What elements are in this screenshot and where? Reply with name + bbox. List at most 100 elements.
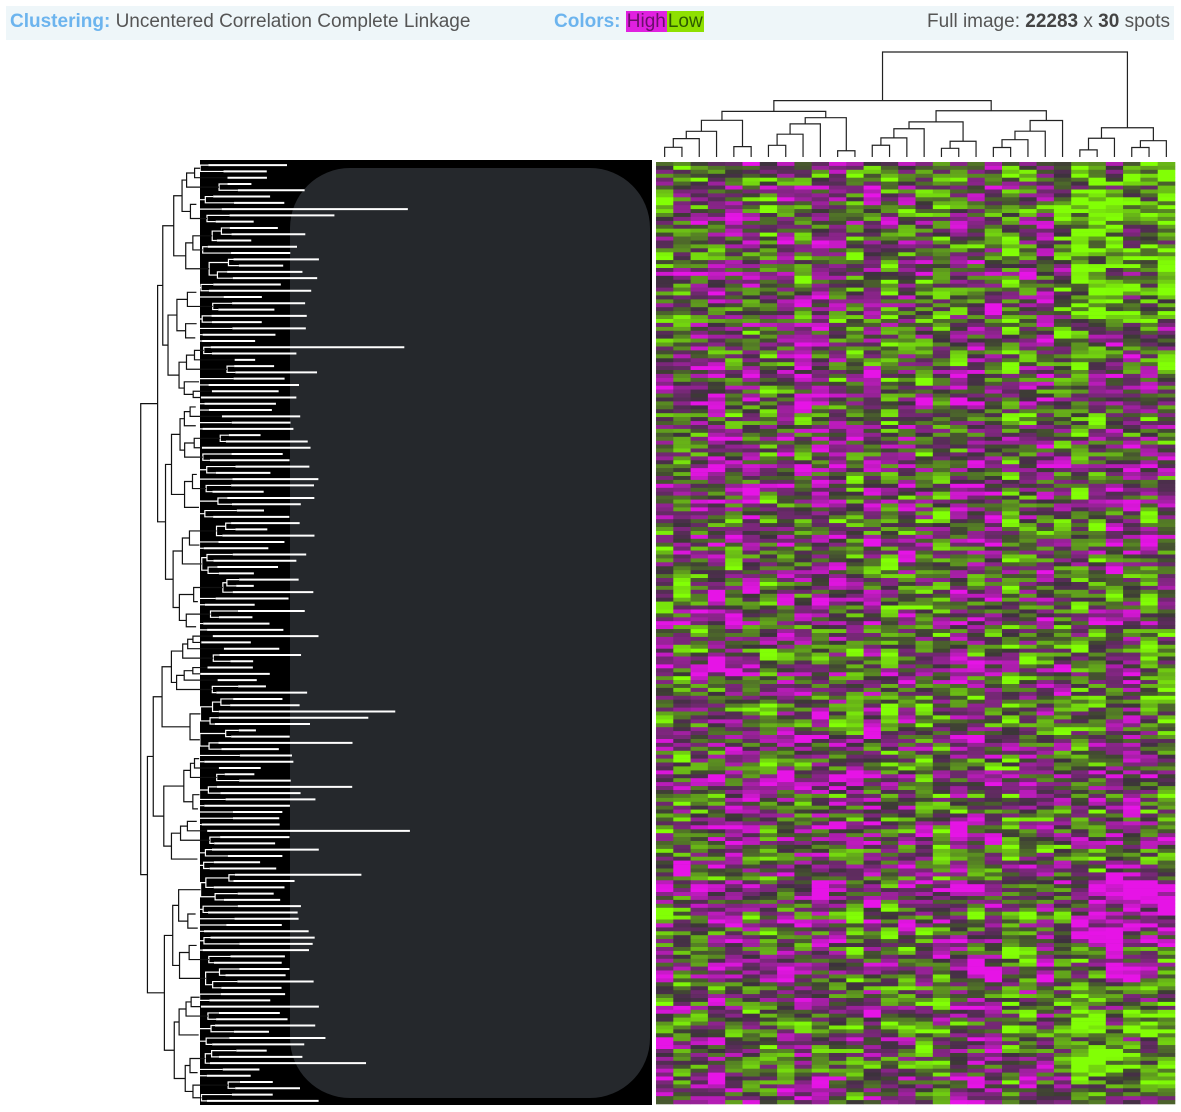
heatmap-cell bbox=[794, 279, 812, 284]
heatmap-cell bbox=[673, 644, 691, 649]
heatmap-cell bbox=[984, 177, 1003, 182]
heatmap-cell bbox=[1140, 640, 1158, 645]
heatmap-cell bbox=[950, 252, 968, 257]
heatmap-cell bbox=[984, 660, 1003, 665]
heatmap-cell bbox=[829, 460, 847, 465]
heatmap-cell bbox=[1053, 652, 1072, 657]
heatmap-cell bbox=[1157, 417, 1176, 422]
heatmap-cell bbox=[690, 793, 709, 799]
heatmap-cell bbox=[829, 370, 847, 375]
heatmap-cell bbox=[829, 448, 847, 453]
heatmap-cell bbox=[984, 401, 1003, 406]
heatmap-cell bbox=[846, 264, 864, 269]
heatmap-cell bbox=[932, 268, 951, 273]
heatmap-cell bbox=[898, 499, 916, 504]
heatmap-cell bbox=[777, 805, 795, 810]
heatmap-cell bbox=[1071, 177, 1089, 182]
heatmap-cell bbox=[967, 680, 985, 685]
heatmap-cell bbox=[777, 350, 795, 355]
heatmap-cell bbox=[1019, 220, 1037, 226]
heatmap-cell bbox=[1105, 385, 1124, 390]
heatmap-cell bbox=[950, 264, 968, 269]
heatmap-cell bbox=[915, 570, 934, 575]
heatmap-cell bbox=[1019, 448, 1037, 453]
heatmap-cell bbox=[1088, 346, 1107, 351]
heatmap-cell bbox=[932, 303, 951, 308]
heatmap-cell bbox=[1088, 790, 1107, 795]
heatmap-cell bbox=[1002, 479, 1020, 485]
heatmap-cell bbox=[759, 350, 778, 355]
heatmap-cell bbox=[794, 252, 812, 257]
heatmap-cell bbox=[1071, 201, 1089, 206]
heatmap-cell bbox=[811, 742, 830, 748]
heatmap-cell bbox=[1071, 268, 1089, 273]
heatmap-cell bbox=[1088, 774, 1107, 779]
heatmap-cell bbox=[1140, 487, 1158, 492]
heatmap-cell bbox=[829, 672, 847, 677]
heatmap-cell bbox=[707, 778, 726, 783]
heatmap-cell bbox=[725, 523, 743, 528]
heatmap-cell bbox=[932, 723, 951, 728]
heatmap-cell bbox=[777, 625, 795, 630]
heatmap-cell bbox=[707, 739, 726, 744]
heatmap-cell bbox=[794, 483, 812, 488]
heatmap-cell bbox=[742, 746, 761, 751]
heatmap-cell bbox=[915, 621, 934, 626]
heatmap-cell bbox=[707, 636, 726, 642]
heatmap-cell bbox=[656, 228, 674, 233]
heatmap-cell bbox=[777, 766, 795, 771]
heatmap-cell bbox=[742, 593, 761, 598]
heatmap-cell bbox=[829, 613, 847, 618]
heatmap-cell bbox=[794, 695, 812, 700]
heatmap-cell bbox=[794, 538, 812, 543]
heatmap-cell bbox=[1053, 699, 1072, 704]
heatmap-cell bbox=[967, 797, 985, 803]
heatmap-cell bbox=[742, 389, 761, 394]
heatmap-cell bbox=[950, 582, 968, 587]
heatmap-cell bbox=[707, 660, 726, 665]
heatmap-cell bbox=[1019, 464, 1037, 469]
heatmap-cell bbox=[967, 582, 985, 587]
heatmap-cell bbox=[794, 271, 812, 277]
heatmap-cell bbox=[915, 495, 934, 500]
heatmap-cell bbox=[829, 664, 847, 669]
heatmap-cell bbox=[1123, 695, 1141, 700]
heatmap-cell bbox=[829, 362, 847, 367]
heatmap-cell bbox=[1002, 220, 1020, 226]
heatmap-cell bbox=[1157, 428, 1176, 434]
heatmap-cell bbox=[1140, 550, 1158, 555]
heatmap-cell bbox=[829, 322, 847, 328]
heatmap-cell bbox=[898, 452, 916, 457]
heatmap-cell bbox=[811, 684, 830, 689]
heatmap-cell bbox=[880, 421, 899, 426]
heatmap-cell bbox=[742, 264, 761, 269]
heatmap-cell bbox=[777, 723, 795, 728]
heatmap-cell bbox=[794, 723, 812, 728]
heatmap-cell bbox=[656, 456, 674, 461]
heatmap-cell bbox=[932, 742, 951, 748]
heatmap-cell bbox=[880, 558, 899, 563]
heatmap-cell bbox=[811, 758, 830, 763]
heatmap-cell bbox=[1036, 503, 1055, 508]
heatmap-cell bbox=[673, 613, 691, 618]
heatmap-cell bbox=[984, 201, 1003, 206]
heatmap-cell bbox=[863, 303, 882, 308]
heatmap-cell bbox=[1157, 684, 1176, 689]
colors-label: Colors: bbox=[554, 11, 621, 32]
heatmap-cell bbox=[794, 715, 812, 720]
heatmap-cell bbox=[759, 515, 778, 520]
heatmap-cell bbox=[707, 629, 726, 634]
heatmap-cell bbox=[950, 613, 968, 618]
heatmap-cell bbox=[915, 684, 934, 689]
heatmap-cell bbox=[880, 793, 899, 799]
heatmap-cell bbox=[1071, 385, 1089, 390]
heatmap-cell bbox=[1140, 428, 1158, 434]
heatmap-cell bbox=[1019, 790, 1037, 795]
heatmap-cell bbox=[811, 248, 830, 253]
heatmap-cell bbox=[880, 491, 899, 496]
heatmap-cell bbox=[967, 723, 985, 728]
heatmap-cell bbox=[932, 444, 951, 449]
heatmap-cell bbox=[1140, 617, 1158, 622]
heatmap-cell bbox=[742, 228, 761, 233]
heatmap-cell bbox=[707, 589, 726, 594]
